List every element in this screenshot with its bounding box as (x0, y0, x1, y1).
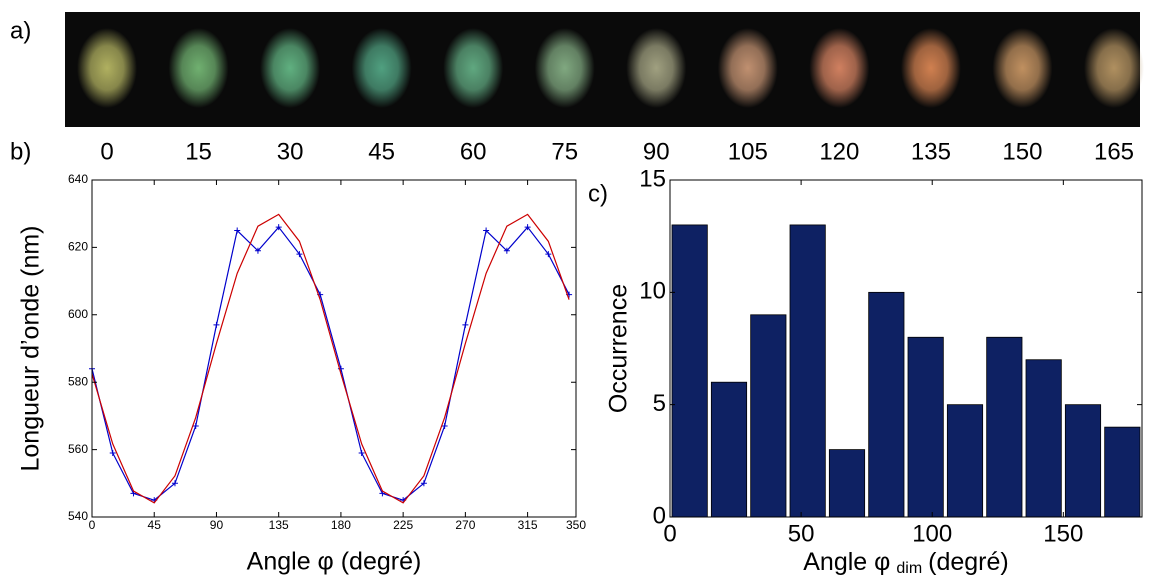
x-tick-label: 150 (1043, 520, 1083, 547)
plot-frame (669, 179, 1143, 518)
x-tick-label: 45 (148, 518, 162, 532)
x-tick-label: 180 (331, 518, 351, 532)
bar (710, 381, 748, 518)
panel-label: c) (588, 180, 608, 207)
marker (109, 449, 116, 456)
x-axis-label-main: Angle φ (803, 548, 890, 576)
y-tick-label: 580 (68, 374, 88, 388)
y-tick-label: 620 (68, 240, 88, 254)
angle-caption: 150 (1002, 138, 1042, 165)
bar (868, 291, 905, 518)
angle-caption: 30 (277, 138, 304, 165)
marker (234, 227, 241, 234)
y-tick-label: 540 (68, 509, 88, 523)
x-axis-label: Angle φ (degré) (247, 548, 422, 576)
x-tick-label: 135 (269, 518, 289, 532)
angle-caption: 90 (643, 138, 670, 165)
marker (545, 251, 552, 258)
spot (351, 28, 412, 108)
y-tick-label: 0 (653, 502, 666, 529)
x-tick-label: 0 (663, 520, 676, 547)
spot (1084, 28, 1144, 108)
spot (443, 28, 504, 108)
panel-label: b) (10, 138, 31, 165)
spot (992, 28, 1053, 108)
x-axis-label-suffix: (degré) (928, 548, 1009, 576)
marker (483, 227, 490, 234)
spot (77, 28, 137, 108)
y-tick-label: 5 (653, 390, 666, 417)
y-tick-label: 15 (639, 165, 666, 192)
bar (750, 314, 787, 518)
marker (213, 321, 220, 328)
marker (462, 321, 469, 328)
angle-caption: 105 (728, 138, 768, 165)
plot-frame (91, 179, 577, 518)
x-axis-label-sub: dim (896, 560, 922, 577)
x-tick-label: 270 (455, 518, 475, 532)
marker (254, 247, 261, 254)
angle-caption: 15 (185, 138, 212, 165)
spot (168, 28, 229, 108)
bar (789, 224, 826, 518)
y-tick-label: 560 (68, 442, 88, 456)
angle-caption: 165 (1094, 138, 1134, 165)
marker (192, 423, 199, 430)
bar (1104, 426, 1141, 518)
x-tick-label: 350 (566, 518, 586, 532)
y-tick-label: 600 (68, 307, 88, 321)
angle-caption: 75 (551, 138, 578, 165)
spot (717, 28, 778, 108)
x-axis-label: Angle φ dim (degré) (803, 548, 1008, 578)
marker (420, 480, 427, 487)
angle-caption: 120 (819, 138, 859, 165)
data-line (91, 226, 570, 501)
marker (296, 251, 303, 258)
marker (503, 247, 510, 254)
angle-caption: 45 (368, 138, 395, 165)
angle-caption: 60 (460, 138, 487, 165)
spot (900, 28, 961, 108)
angle-caption: 135 (911, 138, 951, 165)
marker (171, 480, 178, 487)
x-tick-label: 315 (518, 518, 538, 532)
bar (907, 336, 944, 518)
marker (441, 423, 448, 430)
marker (524, 224, 531, 231)
y-axis-label: Occurrence (605, 284, 633, 413)
y-axis-label: Longueur d’onde (nm) (17, 226, 45, 472)
bar (828, 449, 866, 518)
x-tick-label: 90 (210, 518, 224, 532)
marker (275, 224, 282, 231)
spot (534, 28, 595, 108)
angle-caption: 0 (100, 138, 113, 165)
spot (809, 28, 870, 108)
spot (626, 28, 687, 108)
bar (1064, 404, 1102, 518)
bar (986, 336, 1023, 518)
marker (358, 449, 365, 456)
x-tick-label: 50 (788, 520, 815, 547)
panel-label: a) (10, 17, 31, 44)
y-tick-label: 10 (639, 278, 666, 305)
y-tick-label: 640 (68, 172, 88, 186)
x-tick-label: 225 (393, 518, 413, 532)
bar (946, 404, 984, 518)
bar (671, 224, 708, 518)
x-tick-label: 100 (912, 520, 952, 547)
data-line (91, 213, 570, 504)
bar (1025, 359, 1062, 518)
x-tick-label: 0 (89, 518, 96, 532)
spot (260, 28, 321, 108)
